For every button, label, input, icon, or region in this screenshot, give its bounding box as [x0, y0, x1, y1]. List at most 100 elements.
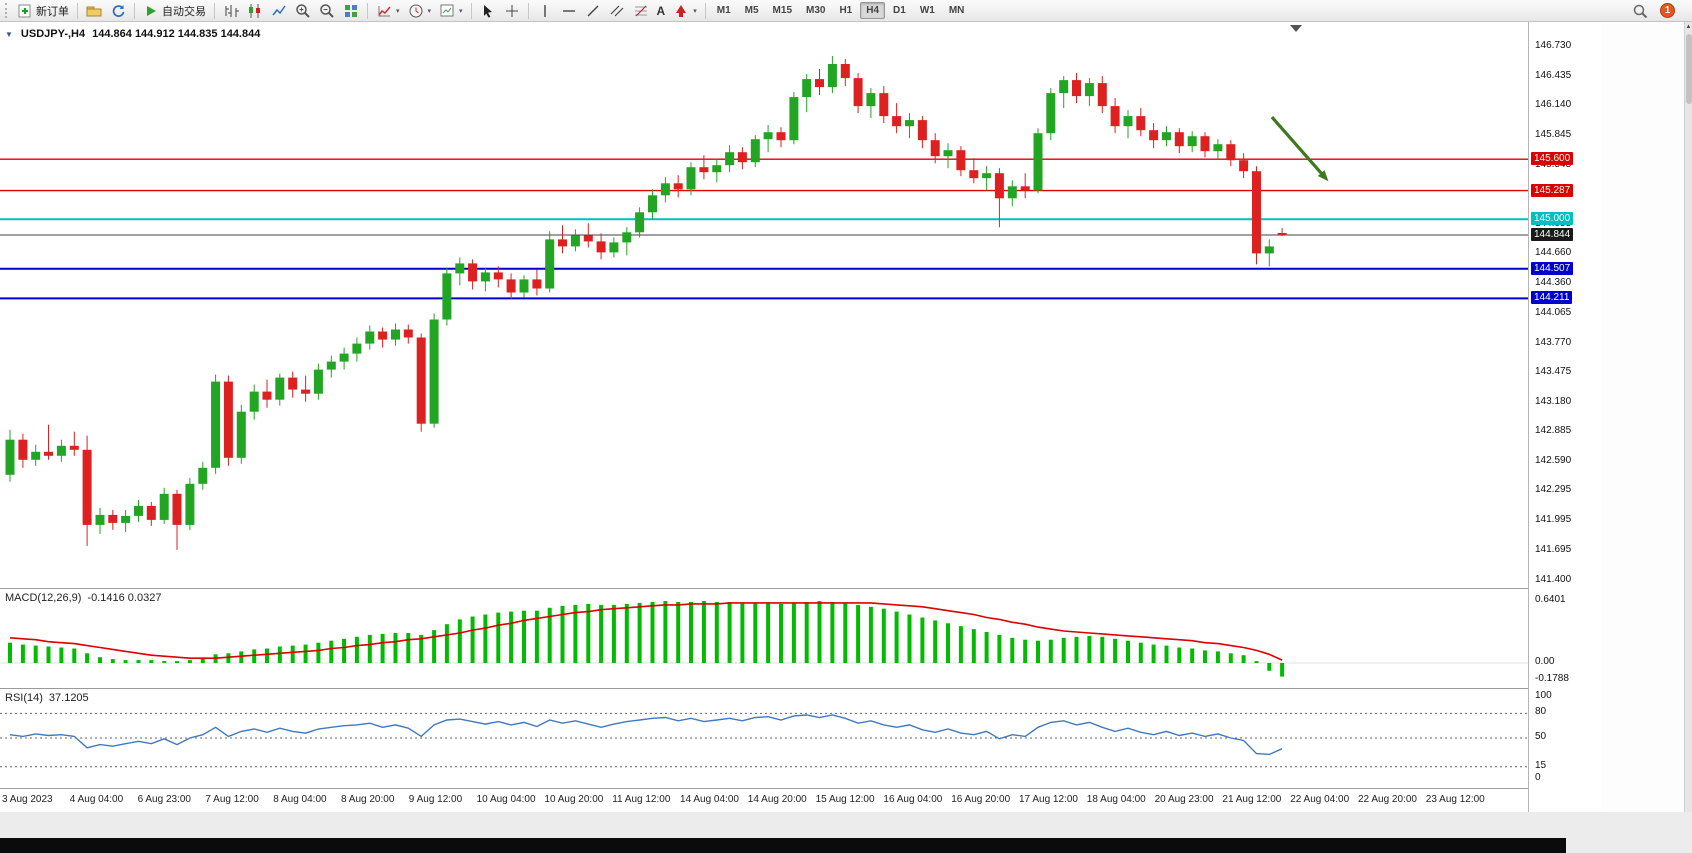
autotrading-icon [143, 3, 159, 19]
template-icon [439, 3, 455, 19]
time-tick-label: 16 Aug 04:00 [883, 794, 943, 805]
timeframe-m5-button[interactable]: M5 [744, 5, 759, 16]
price-tick-label: 145.845 [1535, 128, 1572, 140]
zoom-out-icon [319, 3, 335, 19]
toolbar-separator [214, 2, 215, 19]
main-chart-canvas[interactable] [0, 22, 1528, 591]
toolbar-separator [704, 2, 706, 19]
price-tick-label: 146.140 [1535, 99, 1572, 111]
time-tick-label: 14 Aug 20:00 [747, 794, 807, 805]
bar-chart-button[interactable] [219, 1, 243, 20]
toolbar-separator [367, 2, 368, 19]
timeframe-mn-button[interactable]: MN [948, 5, 965, 16]
search-icon [1633, 4, 1648, 18]
timeframe-m1-button[interactable]: M1 [716, 5, 731, 16]
main-chart-panel[interactable]: ▼ USDJPY-,H4 144.864 144.912 144.835 144… [0, 22, 1601, 588]
horizontal-line-button[interactable] [557, 1, 581, 20]
price-tick-label: 144.065 [1535, 307, 1572, 318]
time-tick-label: 11 Aug 12:00 [612, 794, 671, 805]
chart-symbol-period: USDJPY-,H4 [20, 28, 86, 40]
refresh-button[interactable] [106, 1, 130, 20]
indicators-icon [376, 3, 392, 19]
price-tick-label: 144.660 [1535, 247, 1572, 259]
crosshair-button[interactable] [500, 1, 524, 20]
notification-badge[interactable]: 1 [1660, 3, 1675, 18]
chart-shift-marker[interactable] [1290, 25, 1302, 32]
price-tick-label: 146.435 [1535, 69, 1572, 81]
time-tick-label: 9 Aug 12:00 [408, 794, 463, 805]
time-tick-label: 8 Aug 04:00 [273, 794, 327, 805]
periods-button[interactable]: ▾ [404, 1, 436, 20]
price-tick-label: 141.995 [1535, 514, 1572, 526]
timeframe-d1-button[interactable]: D1 [893, 5, 906, 16]
toolbar-buttons: 新订单 自动交易 ▾ ▾ ▾ A ▾ [13, 1, 710, 20]
macd-name: MACD(12,26,9) [5, 592, 82, 604]
new-order-icon [17, 3, 33, 19]
rsi-value: 37.1205 [48, 692, 89, 704]
macd-panel[interactable]: MACD(12,26,9) -0.1416 0.0327 [0, 588, 1601, 688]
rsi-scale-label: 15 [1535, 759, 1547, 771]
tile-windows-button[interactable] [339, 1, 363, 20]
zoom-out-button[interactable] [315, 1, 339, 20]
vertical-scrollbar[interactable]: ▲ [1684, 22, 1692, 853]
zoom-in-button[interactable] [291, 1, 315, 20]
price-badge-144.844: 144.844 [1531, 228, 1574, 241]
toolbar-separator [134, 2, 135, 19]
search-button[interactable] [1628, 1, 1652, 20]
templates-button[interactable]: ▾ [435, 1, 467, 20]
candlestick-chart-button[interactable] [243, 1, 267, 20]
rsi-canvas [0, 689, 1528, 792]
line-chart-button[interactable] [267, 1, 291, 20]
toolbar-separator [470, 2, 472, 19]
macd-scale-label: 0.6401 [1535, 594, 1566, 605]
timeframe-h4-button[interactable]: H4 [860, 2, 886, 19]
rsi-panel[interactable]: RSI(14) 37.1205 [0, 688, 1601, 788]
toolbar: 新订单 自动交易 ▾ ▾ ▾ A ▾ M1 M5 M15 M30 H1 H4 D1 W1 MN 1 [0, 0, 1692, 22]
time-tick-label: 8 Aug 20:00 [341, 794, 395, 805]
chevron-down-icon: ▾ [427, 7, 432, 15]
chevron-down-icon: ▾ [459, 7, 463, 15]
one-click-trading-toggle[interactable]: ▼ [5, 29, 13, 39]
time-tick-label: 16 Aug 20:00 [951, 794, 1011, 805]
price-badge-144.211: 144.211 [1531, 291, 1573, 305]
price-tick-label: 143.770 [1535, 336, 1572, 348]
arrows-button[interactable]: ▾ [669, 1, 701, 20]
scrollbar-thumb[interactable] [1686, 34, 1692, 104]
trendline-button[interactable] [581, 1, 605, 20]
fibonacci-button[interactable] [629, 1, 653, 20]
timeframe-m15-button[interactable]: M15 [772, 5, 792, 16]
indicators-button[interactable]: ▾ [372, 1, 404, 20]
scrollbar-up-icon[interactable]: ▲ [1685, 24, 1692, 30]
channel-button[interactable] [605, 1, 629, 20]
timeframe-w1-button[interactable]: W1 [919, 5, 935, 16]
candlestick-series [5, 56, 1287, 550]
vertical-line-button[interactable] [533, 1, 557, 20]
price-tick-label: 141.400 [1535, 574, 1572, 585]
autotrading-button[interactable]: 自动交易 [139, 1, 210, 20]
time-tick-label: 6 Aug 23:00 [137, 794, 191, 805]
chevron-down-icon: ▾ [693, 7, 697, 15]
time-tick-label: 17 Aug 12:00 [1019, 794, 1078, 805]
trendline-icon [585, 3, 601, 19]
chart-window[interactable]: ▼ USDJPY-,H4 144.864 144.912 144.835 144… [0, 22, 1601, 812]
toolbar-grip[interactable] [5, 3, 9, 18]
cursor-icon [480, 3, 496, 19]
time-axis[interactable]: 3 Aug 2023 4 Aug 04:00 6 Aug 23:00 7 Aug 12… [0, 788, 1528, 812]
timeframe-m30-button[interactable]: M30 [806, 5, 826, 16]
text-button[interactable]: A [653, 1, 670, 20]
price-tick-label: 142.885 [1535, 425, 1572, 437]
horizontal-scrollbar[interactable] [0, 838, 1566, 853]
price-tick-label: 144.360 [1535, 277, 1572, 289]
toolbar-separator [77, 2, 78, 19]
cursor-button[interactable] [476, 1, 500, 20]
rsi-name: RSI(14) [5, 692, 43, 704]
rsi-scale-label: 50 [1535, 731, 1547, 742]
chart-ohlc-values: 144.864 144.912 144.835 144.844 [92, 28, 261, 40]
price-axis[interactable]: 146.730146.435146.140145.845145.545145.2… [1528, 22, 1601, 812]
charts-profile-button[interactable] [82, 1, 106, 20]
arrow-annotation[interactable] [1270, 116, 1329, 182]
timeframe-h1-button[interactable]: H1 [839, 5, 853, 16]
new-order-button[interactable]: 新订单 [13, 1, 73, 20]
workspace-background [1601, 22, 1684, 812]
